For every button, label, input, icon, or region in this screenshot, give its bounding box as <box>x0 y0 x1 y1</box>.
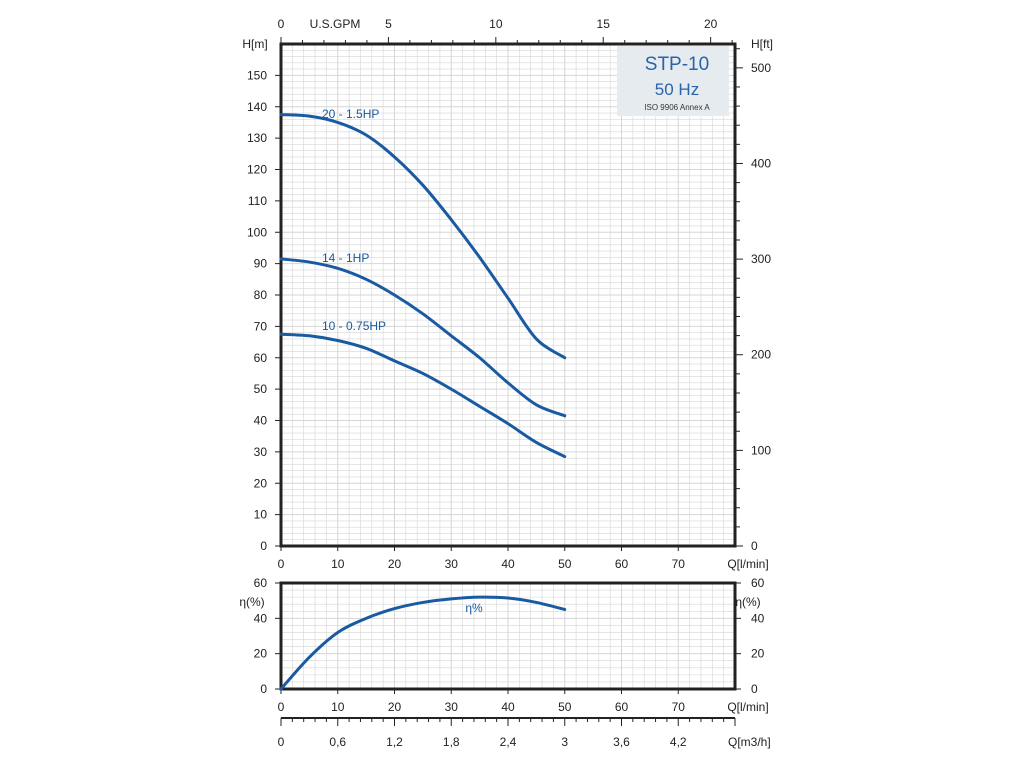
head-ft-tick-label: 0 <box>751 539 758 553</box>
eff-x-tick-label: 30 <box>445 700 459 714</box>
head-curve-series <box>279 113 567 360</box>
head-x-tick-label: 20 <box>388 557 402 571</box>
eff-y-axis-title: η(%) <box>239 595 264 609</box>
eff-x-tick-label: 0 <box>278 700 285 714</box>
head-ft-tick-label: 200 <box>751 348 771 362</box>
m3h-tick-label: 0 <box>278 735 285 749</box>
head-y-tick-label: 0 <box>260 539 267 553</box>
eff-curve-label: η% <box>465 601 483 615</box>
head-curve-label: 10 - 0.75HP <box>322 319 386 333</box>
head-curve-label: 20 - 1.5HP <box>322 107 379 121</box>
eff-y-right-tick-label: 60 <box>751 576 765 590</box>
m3h-tick-label: 1,8 <box>443 735 460 749</box>
m3h-tick-label: 2,4 <box>500 735 517 749</box>
eff-x-tick-label: 50 <box>558 700 572 714</box>
head-y-tick-label: 100 <box>247 225 267 239</box>
head-x-tick-label: 50 <box>558 557 572 571</box>
gpm-tick-label: 0 <box>278 17 285 31</box>
frequency-label: 50 Hz <box>655 80 699 99</box>
m3h-tick-label: 3,6 <box>613 735 630 749</box>
eff-y-right-axis-title: η(%) <box>735 595 760 609</box>
m3h-tick-label: 4,2 <box>670 735 687 749</box>
head-ft-tick-label: 400 <box>751 156 771 170</box>
gpm-tick-label: 5 <box>385 17 392 31</box>
head-y-tick-label: 140 <box>247 100 267 114</box>
m3h-tick-label: 0,6 <box>329 735 346 749</box>
eff-x-tick-label: 60 <box>615 700 629 714</box>
head-y-tick-label: 80 <box>254 288 268 302</box>
eff-y-right-tick-label: 40 <box>751 611 765 625</box>
head-y-tick-label: 20 <box>254 476 268 490</box>
head-y-tick-label: 130 <box>247 131 267 145</box>
head-y-tick-label: 10 <box>254 508 268 522</box>
eff-curve-series <box>279 595 567 691</box>
eff-y-tick-label: 0 <box>260 682 267 696</box>
head-y-tick-label: 60 <box>254 351 268 365</box>
gpm-tick-label: 15 <box>597 17 611 31</box>
m3h-tick-label: 1,2 <box>386 735 403 749</box>
model-title: STP-10 <box>645 54 709 75</box>
grid-layer <box>280 43 736 690</box>
head-x-tick-label: 70 <box>672 557 686 571</box>
head-y-tick-label: 50 <box>254 382 268 396</box>
head-x-axis-title: Q[l/min] <box>727 557 768 571</box>
axis-layer: 0102030405060708090100110120130140150H[m… <box>239 17 773 749</box>
head-y-tick-label: 70 <box>254 319 268 333</box>
head-y-tick-label: 150 <box>247 68 267 82</box>
eff-y-tick-label: 20 <box>254 647 268 661</box>
gpm-axis-title: U.S.GPM <box>310 17 361 31</box>
m3h-tick-label: 3 <box>561 735 568 749</box>
head-y-tick-label: 90 <box>254 257 268 271</box>
head-y-tick-label: 120 <box>247 163 267 177</box>
m3h-axis-title: Q[m3/h] <box>728 735 771 749</box>
eff-x-axis-title: Q[l/min] <box>727 700 768 714</box>
eff-y-right-tick-label: 20 <box>751 647 765 661</box>
eff-x-tick-label: 70 <box>672 700 686 714</box>
head-ft-tick-label: 500 <box>751 61 771 75</box>
head-curve-label: 14 - 1HP <box>322 251 369 265</box>
head-curve-series <box>279 332 567 459</box>
head-x-tick-label: 30 <box>445 557 459 571</box>
head-ft-tick-label: 300 <box>751 252 771 266</box>
eff-y-tick-label: 40 <box>254 611 268 625</box>
head-x-tick-label: 10 <box>331 557 345 571</box>
eff-y-right-tick-label: 0 <box>751 682 758 696</box>
eff-x-tick-label: 20 <box>388 700 402 714</box>
head-curve-series <box>279 257 567 418</box>
head-x-tick-label: 0 <box>278 557 285 571</box>
gpm-tick-label: 10 <box>489 17 503 31</box>
head-y-tick-label: 110 <box>248 194 267 208</box>
head-ft-tick-label: 100 <box>751 443 771 457</box>
eff-x-tick-label: 10 <box>331 700 345 714</box>
head-x-tick-label: 40 <box>501 557 515 571</box>
head-y-tick-label: 40 <box>254 414 268 428</box>
head-y-tick-label: 30 <box>254 445 268 459</box>
head-y-axis-title: H[m] <box>242 37 267 51</box>
eff-y-tick-label: 60 <box>254 576 268 590</box>
standard-label: ISO 9906 Annex A <box>644 103 710 112</box>
title-box: STP-10 50 Hz ISO 9906 Annex A <box>617 46 729 116</box>
eff-x-tick-label: 40 <box>501 700 515 714</box>
curve-layer: 20 - 1.5HP 14 - 1HP 10 - 0.75HP η% <box>279 107 567 691</box>
title-box-background <box>617 46 729 116</box>
head-x-tick-label: 60 <box>615 557 629 571</box>
head-ft-axis-title: H[ft] <box>751 37 773 51</box>
gpm-tick-label: 20 <box>704 17 718 31</box>
